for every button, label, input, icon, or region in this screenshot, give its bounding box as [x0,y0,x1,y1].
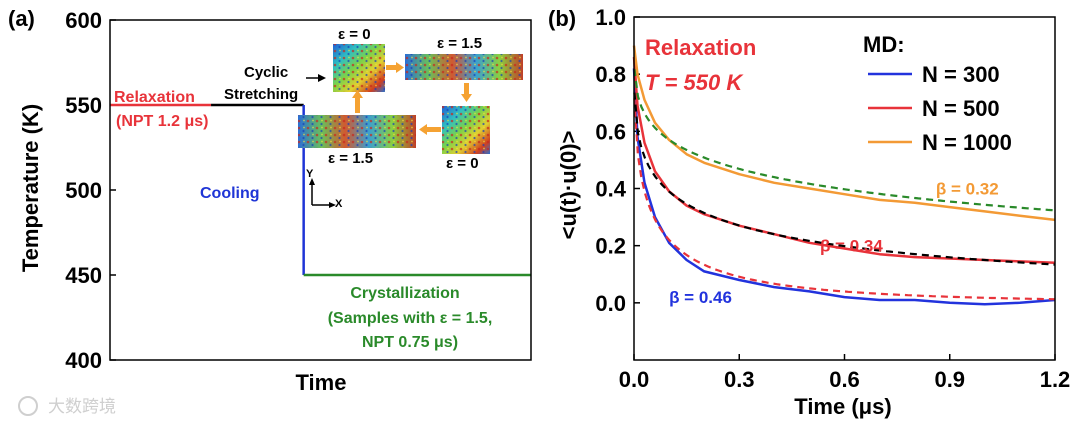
relaxation-sub-label: (NPT 1.2 μs) [116,113,208,130]
axis-glyph-x: X [335,198,343,210]
panel-b-title-2: T = 550 K [645,70,744,95]
legend-label: N = 500 [922,96,1000,121]
cyclic-label-2: Stretching [224,86,298,103]
crystallization-sub-1: (Samples with ε = 1.5, [328,310,493,327]
panel-a-y-ticks: 400 450 500 550 600 [65,8,116,373]
panel-a-y-axis-label: Temperature (K) [18,104,43,272]
cycle-arrows [352,62,472,135]
panel-b-plot [632,45,1056,306]
cyclic-arrow-head [318,74,326,82]
panel-a-x-axis-label: Time [296,370,347,395]
axis-glyph-y: Y [306,168,314,180]
b-x-tick-label: 1.2 [1040,367,1071,392]
beta-label: β = 0.32 [936,180,999,199]
panel-b-x-axis-label: Time (μs) [794,394,891,419]
a-y-tick-label: 500 [65,178,102,203]
b-x-tick-label: 0.3 [724,367,755,392]
xy-axes-glyph: Y X [306,168,343,210]
b-series-300 [632,68,1056,306]
strain-label-tl: ε = 0 [338,26,371,43]
strain-label-tr: ε = 1.5 [437,35,482,52]
watermark: 大数跨境 [48,397,116,416]
a-y-tick-label: 600 [65,8,102,33]
watermark-logo-icon [18,396,38,416]
a-y-tick-label: 550 [65,93,102,118]
legend-label: N = 1000 [922,130,1012,155]
b-fit-2 [633,68,1056,212]
b-x-tick-label: 0.9 [934,367,965,392]
b-y-tick-label: 1.0 [595,5,626,30]
legend: N = 300 N = 500 N = 1000 [868,62,1012,155]
b-y-tick-label: 0.0 [595,291,626,316]
crystallization-sub-2: NPT 0.75 μs) [362,334,458,351]
b-x-tick-label: 0.6 [829,367,860,392]
panel-b-ticks: 0.0 0.3 0.6 0.9 1.2 0.0 0.2 0.4 0.6 0.8 1.0 [595,5,1070,392]
panel-a-frame [109,19,532,361]
b-y-tick-label: 0.4 [595,177,626,202]
beta-labels: β = 0.46 β = 0.34 β = 0.32 [669,180,999,308]
beta-label: β = 0.46 [669,288,732,307]
cooling-label: Cooling [200,185,260,202]
relaxation-label: Relaxation [114,89,195,106]
legend-label: N = 300 [922,62,1000,87]
b-fit-0 [633,98,1055,301]
beta-label: β = 0.34 [820,237,883,256]
b-series-1000 [632,45,1056,222]
panel-a-label: (a) [8,6,35,31]
snapshot-bottom-right: ε = 0 [442,106,490,172]
strain-label-br: ε = 0 [446,155,479,172]
b-fit-1 [633,92,1056,266]
panel-b-y-axis-label: <u(t)·u(0)> [556,131,581,240]
snapshot-top-left: ε = 0 [333,26,385,92]
snapshot-top-right: ε = 1.5 [405,35,523,80]
b-y-tick-label: 0.8 [595,62,626,87]
a-y-tick-label: 450 [65,263,102,288]
panel-b: (b) 0.0 0.3 0.6 0.9 1.2 0.0 0.2 0.4 0.6 0.8 1.0 <u… [548,5,1070,419]
panel-b-label: (b) [548,6,576,31]
b-x-tick-label: 0.0 [619,367,650,392]
crystallization-label: Crystallization [350,285,459,302]
b-y-tick-label: 0.6 [595,119,626,144]
legend-title: MD: [863,32,905,57]
panel-a: (a) 400 450 500 550 600 Temperature (K) Time… [8,6,532,395]
a-y-tick-label: 400 [65,348,102,373]
panel-a-plot [110,103,531,277]
cyclic-label-1: Cyclic [244,64,288,81]
snapshot-bottom-left: ε = 1.5 [298,115,416,167]
panel-b-title-1: Relaxation [645,35,756,60]
strain-label-bl: ε = 1.5 [328,150,373,167]
panel-b-frame [633,16,1056,361]
b-y-tick-label: 0.2 [595,234,626,259]
